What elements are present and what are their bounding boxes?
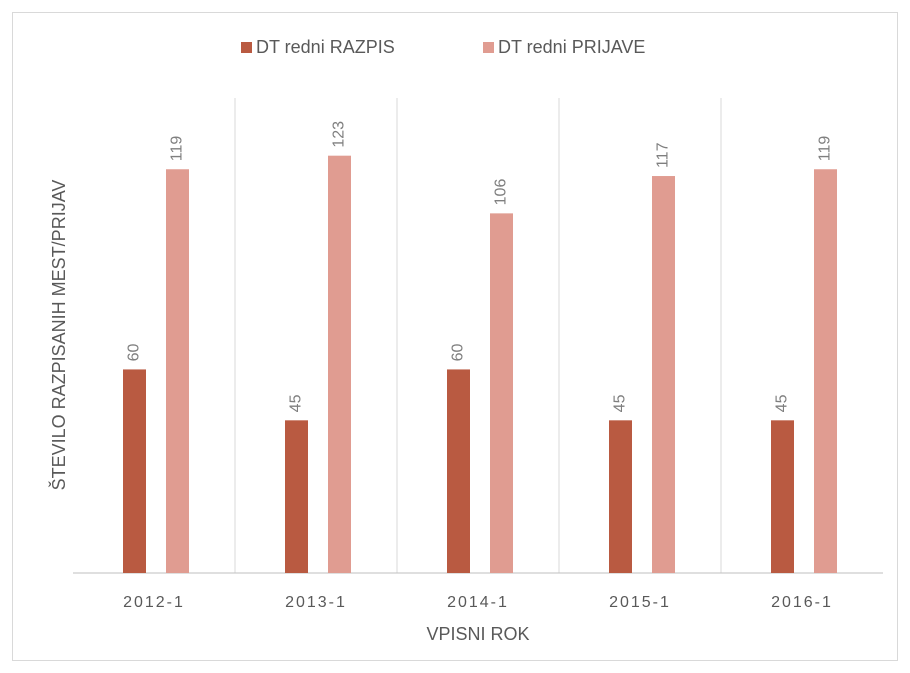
legend-label: DT redni PRIJAVE: [498, 37, 645, 57]
y-axis-title: ŠTEVILO RAZPISANIH MEST/PRIJAV: [48, 180, 69, 491]
data-label: 60: [126, 344, 143, 362]
x-tick-label: 2012-1: [123, 594, 185, 611]
bar: [166, 169, 189, 573]
data-label: 123: [331, 121, 348, 148]
bar: [814, 169, 837, 573]
x-tick-label: 2014-1: [447, 594, 509, 611]
x-tick-label: 2016-1: [771, 594, 833, 611]
data-label: 119: [169, 136, 186, 162]
bar: [652, 176, 675, 574]
bar: [123, 369, 146, 573]
x-axis-title: VPISNI ROK: [426, 624, 529, 644]
x-tick-label: 2015-1: [609, 594, 671, 611]
data-label: 45: [774, 394, 791, 412]
legend-label: DT redni RAZPIS: [256, 37, 395, 57]
data-label: 45: [288, 394, 305, 412]
bar: [490, 213, 513, 573]
data-label: 60: [450, 344, 467, 362]
bar: [447, 369, 470, 573]
data-label: 117: [655, 142, 672, 168]
data-label: 106: [493, 179, 510, 206]
legend-swatch: [483, 42, 494, 53]
data-label: 119: [817, 136, 834, 162]
data-label: 45: [612, 394, 629, 412]
legend-swatch: [241, 42, 252, 53]
bar: [328, 155, 351, 573]
x-tick-label: 2013-1: [285, 594, 347, 611]
bar: [609, 420, 632, 573]
bar: [771, 420, 794, 573]
bar: [285, 420, 308, 573]
